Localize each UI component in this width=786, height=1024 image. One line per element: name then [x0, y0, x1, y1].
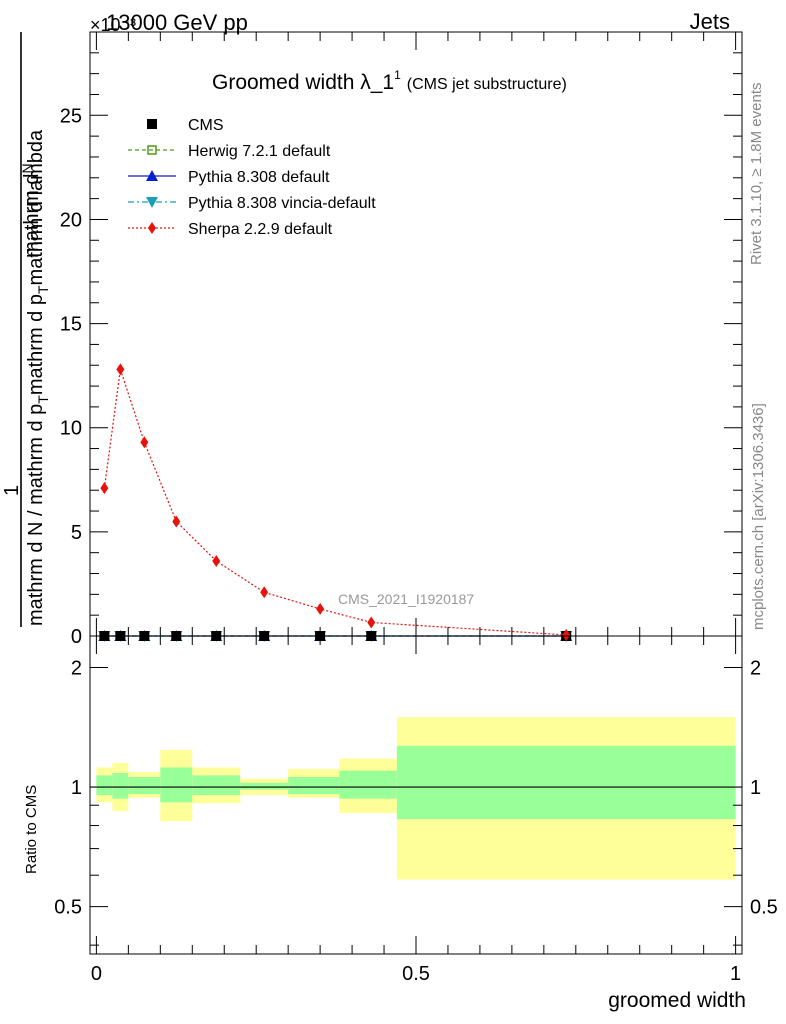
ratio-band-inner-5: [240, 782, 289, 790]
y-den-b: mathrm d p: [25, 294, 47, 395]
main-ytick-label: 5: [71, 522, 82, 544]
ratio-panel: 0 0.5 1 0.5 0.5 1 1 2 2: [54, 635, 778, 985]
main-ytick-label: 0: [71, 626, 82, 648]
main-ytick-label: 15: [60, 314, 82, 336]
y-label-denominator: mathrm d N / mathrm d pTmathrm d pTmathr…: [25, 129, 51, 626]
ratio-band-inner-0: [96, 775, 113, 795]
point-sherpa-2-2-9-default: [212, 555, 221, 568]
ratio-band-inner-6: [288, 776, 340, 795]
jets-label: Jets: [690, 9, 730, 34]
legend-label-herwig-7-2-1-default: Herwig 7.2.1 default: [188, 143, 331, 160]
point-sherpa-2-2-9-default: [140, 436, 149, 449]
y-num-b: N: [19, 163, 35, 173]
main-ytick-label: 25: [60, 105, 82, 127]
main-ytick-label: 10: [60, 418, 82, 440]
series-line-sherpa-2-2-9-default: [103, 369, 567, 636]
y-den-sub1: T: [35, 395, 51, 404]
legend-marker-herwig-7-2-1-default: [147, 145, 157, 155]
y-den-a: mathrm d N / mathrm d p: [25, 404, 47, 626]
ratio-ytick-label-right: 2: [750, 657, 761, 679]
ratio-xtick-label: 1: [730, 963, 741, 985]
ratio-ytick-label: 1: [71, 777, 82, 799]
legend: CMS Herwig 7.2.1 default Pythia 8.308 defa…: [128, 117, 376, 238]
title-main: Groomed width λ_1: [212, 71, 394, 94]
ratio-band-inner-8: [396, 745, 736, 820]
main-panel: 0 5 10 15 20 25: [60, 31, 743, 648]
analysis-watermark: CMS_2021_I1920187: [338, 591, 474, 607]
mcplots-label: mcplots.cern.ch [arXiv:1306.3436]: [750, 403, 767, 630]
ratio-ytick-label-right: 0.5: [750, 897, 778, 919]
chart-title: Groomed width λ_11 (CMS jet substructure): [212, 68, 567, 94]
ratio-xtick-label: 0: [91, 963, 102, 985]
ratio-ytick-label: 2: [71, 657, 82, 679]
ratio-band-inner-4: [192, 775, 241, 795]
point-sherpa-2-2-9-default: [367, 616, 376, 629]
point-sherpa-2-2-9-default: [260, 586, 269, 599]
point-sherpa-2-2-9-default: [116, 363, 125, 376]
ratio-band-inner-2: [128, 776, 161, 795]
y-label-one: 1: [1, 485, 23, 496]
x-axis-label: groomed width: [608, 989, 746, 1012]
title-sup: 1: [394, 68, 401, 82]
ratio-band-inner-3: [160, 767, 193, 803]
energy-label: 13000 GeV pp: [106, 10, 248, 35]
legend-marker-cms: [147, 119, 157, 129]
y-num-a: mathrm d: [21, 174, 43, 258]
point-sherpa-2-2-9-default: [100, 482, 109, 495]
ratio-ytick-label: 0.5: [54, 897, 82, 919]
ratio-band-inner-7: [339, 770, 397, 799]
legend-marker-pythia-8-308-default: [146, 170, 158, 181]
ratio-y-label: Ratio to CMS: [23, 785, 40, 874]
exponent-label: ×10⁻³: [90, 15, 136, 35]
ratio-xtick-label: 0.5: [402, 963, 430, 985]
y-den-sub2: T: [35, 285, 51, 294]
point-sherpa-2-2-9-default: [316, 602, 325, 615]
legend-label-pythia-8-308-vincia-default: Pythia 8.308 vincia-default: [188, 195, 376, 212]
y-den-c: mathrm d lambda: [25, 129, 47, 285]
legend-marker-sherpa-2-2-9-default: [148, 222, 156, 234]
ratio-ytick-label-right: 1: [750, 777, 761, 799]
legend-label-pythia-8-308-default: Pythia 8.308 default: [188, 169, 330, 186]
title-sub: (CMS jet substructure): [407, 76, 567, 93]
main-y-label: 1 mathrm dN mathrm d N / mathrm d pTmath…: [1, 32, 51, 627]
ratio-band-inner-1: [112, 772, 129, 799]
legend-marker-pythia-8-308-vincia-default: [146, 197, 158, 208]
y-label-numerator: mathrm dN: [19, 163, 43, 258]
point-sherpa-2-2-9-default: [172, 515, 181, 528]
legend-label-sherpa-2-2-9-default: Sherpa 2.2.9 default: [188, 221, 333, 238]
point-sherpa-2-2-9-default: [562, 628, 571, 641]
main-ytick-label: 20: [60, 209, 82, 231]
rivet-label: Rivet 3.1.10, ≥ 1.8M events: [748, 83, 765, 266]
legend-label-cms: CMS: [188, 117, 224, 134]
